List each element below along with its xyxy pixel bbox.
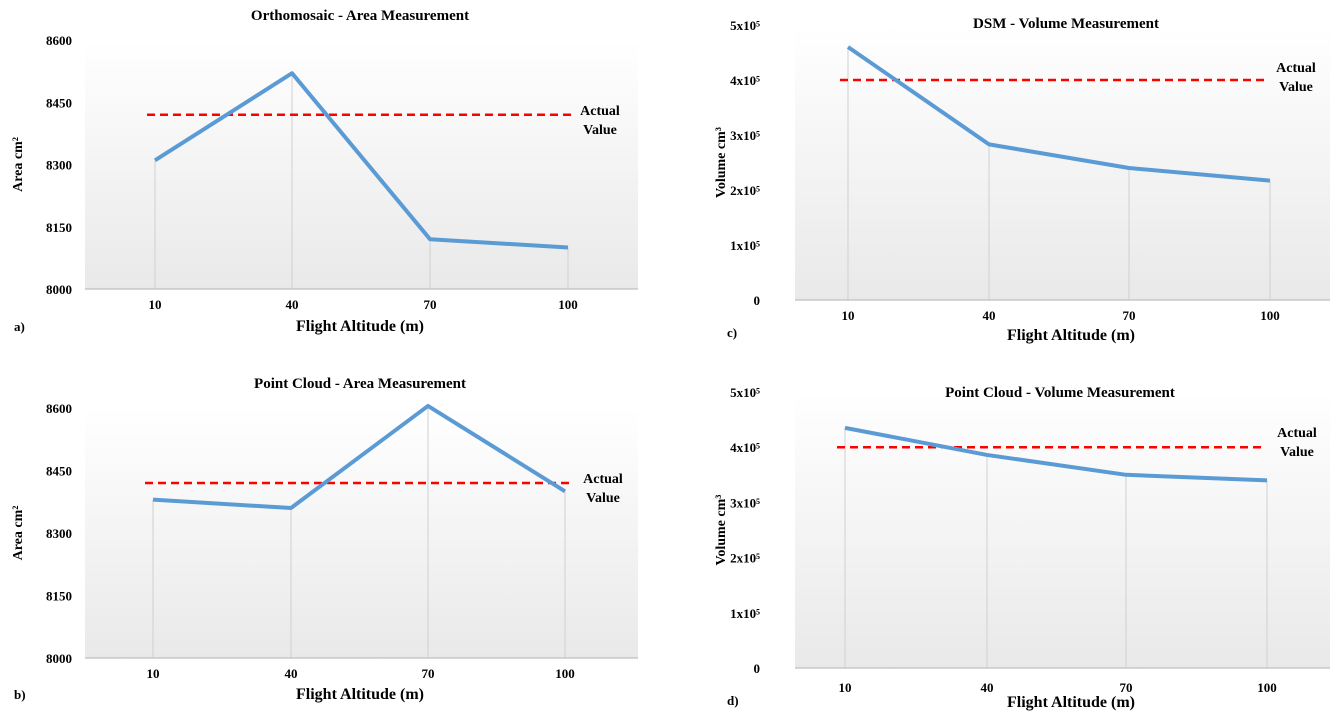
chart-title: Point Cloud - Volume Measurement (945, 385, 1175, 401)
plot-area (85, 408, 638, 658)
actual-value-label: Actual (583, 472, 623, 487)
y-axis-label: Area cm² (11, 137, 26, 192)
y-tick-label: 8000 (46, 282, 72, 297)
x-tick-label: 10 (839, 680, 852, 695)
actual-value-label: Value (1279, 80, 1313, 95)
y-tick-label: 0 (754, 293, 761, 308)
y-axis-label: Volume cm³ (714, 495, 729, 566)
x-tick-label: 40 (983, 308, 996, 323)
x-tick-label: 10 (147, 666, 160, 681)
chart-title: Point Cloud - Area Measurement (254, 376, 466, 392)
y-tick-label: 8150 (46, 589, 72, 604)
y-tick-label: 8300 (46, 158, 72, 173)
panel-label: b) (14, 687, 26, 702)
x-tick-label: 40 (285, 666, 298, 681)
chart-panel-1: 8000 8150 8300 8450 8600 10 40 70 100 Orthomosaic… (11, 8, 638, 335)
chart-panel-2: 0 1x10⁵ 2x10⁵ 3x10⁵ 4x10⁵ 5x10⁵ 10 40 70 100 DSM -… (714, 16, 1330, 344)
x-axis-label: Flight Altitude (m) (296, 318, 424, 335)
y-tick-label: 4x10⁵ (730, 440, 760, 455)
plot-area (795, 392, 1330, 668)
x-tick-label: 40 (981, 680, 994, 695)
y-tick-label: 8600 (46, 401, 72, 416)
series-line (153, 71, 569, 250)
x-axis-label: Flight Altitude (m) (1007, 327, 1135, 344)
y-tick-label: 5x10⁵ (730, 385, 760, 400)
y-tick-label: 2x10⁵ (730, 551, 760, 566)
panel-label: a) (14, 319, 25, 334)
panel-label: c) (727, 325, 737, 340)
series-line (846, 45, 1271, 183)
y-tick-label: 4x10⁵ (730, 73, 760, 88)
x-tick-label: 70 (422, 666, 435, 681)
actual-value-label: Value (583, 123, 617, 138)
series-line (152, 403, 567, 510)
series-line (844, 425, 1268, 483)
x-tick-label: 10 (842, 308, 855, 323)
x-tick-label: 70 (1120, 680, 1133, 695)
y-axis-label: Area cm² (11, 506, 26, 561)
y-tick-label: 5x10⁵ (730, 18, 760, 33)
x-tick-label: 70 (424, 297, 437, 312)
chart-panel-4: 0 1x10⁵ 2x10⁵ 3x10⁵ 4x10⁵ 5x10⁵ 10 40 70 100 Point… (714, 385, 1330, 711)
y-tick-label: 2x10⁵ (730, 183, 760, 198)
y-tick-label: 8000 (46, 651, 72, 666)
x-tick-label: 100 (558, 297, 578, 312)
panel-label: d) (727, 693, 739, 708)
chart-title: DSM - Volume Measurement (973, 16, 1159, 32)
x-tick-label: 100 (1260, 308, 1280, 323)
actual-value-label: Actual (580, 104, 620, 119)
chart-panel-3: 8000 8150 8300 8450 8600 10 40 70 100 Point Cloud… (11, 376, 638, 703)
y-tick-label: 8450 (46, 464, 72, 479)
x-tick-label: 10 (149, 297, 162, 312)
y-axis-label: Volume cm³ (714, 127, 729, 198)
actual-value-label: Actual (1276, 61, 1316, 76)
y-tick-label: 1x10⁵ (730, 606, 760, 621)
x-axis-label: Flight Altitude (m) (1007, 694, 1135, 711)
y-tick-label: 0 (754, 661, 761, 676)
y-tick-label: 8150 (46, 220, 72, 235)
y-tick-label: 3x10⁵ (730, 495, 760, 510)
y-tick-label: 8300 (46, 526, 72, 541)
y-tick-label: 8600 (46, 33, 72, 48)
y-tick-label: 8450 (46, 95, 72, 110)
actual-value-label: Value (586, 491, 620, 506)
y-tick-label: 3x10⁵ (730, 128, 760, 143)
x-tick-label: 70 (1123, 308, 1136, 323)
y-tick-label: 1x10⁵ (730, 238, 760, 253)
x-axis-label: Flight Altitude (m) (296, 686, 424, 703)
actual-value-label: Value (1280, 445, 1314, 460)
actual-value-label: Actual (1277, 426, 1317, 441)
x-tick-label: 100 (555, 666, 575, 681)
x-tick-label: 100 (1257, 680, 1277, 695)
x-tick-label: 40 (286, 297, 299, 312)
plot-area (85, 40, 638, 289)
chart-title: Orthomosaic - Area Measurement (251, 8, 469, 24)
